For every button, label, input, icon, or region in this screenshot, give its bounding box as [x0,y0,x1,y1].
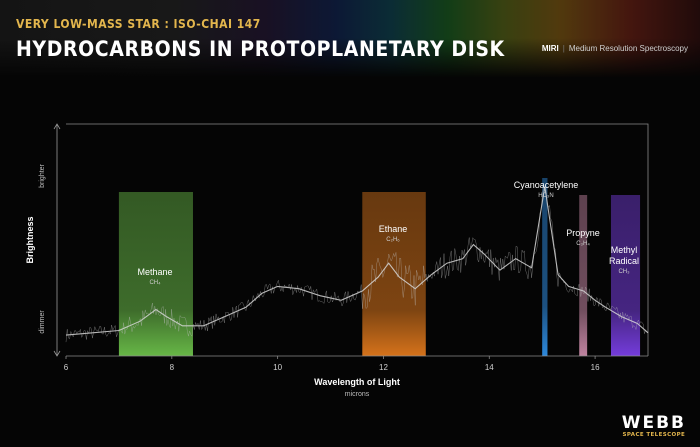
band-label-propyne: Propyne [566,228,600,238]
x-tick-label-10: 10 [273,363,282,372]
band-formula-propyne: C₃H₄ [576,241,590,247]
band-label-methyl-radical-1: Methyl [611,245,638,255]
x-tick-label-8: 8 [170,363,175,372]
band-ethane [362,192,426,356]
webb-logo: WEBB SPACE TELESCOPE [622,413,686,438]
band-formula-ethane: C₂H₆ [386,237,400,243]
band-methyl-radical [610,195,641,356]
y-axis-label: Brightness [25,216,35,263]
band-label-methane: Methane [137,267,172,277]
x-tick-label-12: 12 [379,363,388,372]
page-subtitle: VERY LOW-MASS STAR : ISO-CHAI 147 [16,17,261,31]
instrument-name: MIRI [541,44,559,53]
webb-logo-word: WEBB [621,413,686,433]
header-background [0,0,700,78]
band-formula-methane: CH₄ [149,280,161,286]
band-propyne [579,195,588,356]
band-formula-methyl-radical: CH₃ [618,269,630,275]
band-formula-cyanoacetylene: HC₃N [538,193,553,199]
spectrum-layer [65,186,649,343]
spectrum-line [65,186,649,336]
band-cyanoacetylene [542,178,548,356]
x-axis-unit: microns [345,391,370,398]
page-title: HYDROCARBONS IN PROTOPLANETARY DISK [16,37,505,61]
y-axis: brighter dimmer Brightness [25,123,61,357]
y-axis-arrowhead-down [53,350,61,357]
spectrum-noise [65,186,648,343]
y-high-label: brighter [39,163,46,187]
instrument-mode: Medium Resolution Spectroscopy [568,44,688,53]
band-label-cyanoacetylene: Cyanoacetylene [514,180,579,190]
plot-frame [66,123,649,357]
band-label-ethane: Ethane [379,224,408,234]
band-label-layer: Methane CH₄ Ethane C₂H₆ Cyanoacetylene HC₃N Pr… [137,180,639,286]
x-axis-label: Wavelength of Light [314,377,400,387]
x-tick-label-6: 6 [64,363,69,372]
x-axis: 6 8 10 12 14 16 Wavelength of Light microns [64,356,600,398]
y-axis-arrowhead-up [53,123,61,130]
webb-logo-subtitle: SPACE TELESCOPE [622,432,686,438]
band-label-methyl-radical-2: Radical [609,256,639,266]
band-layer [118,178,641,356]
x-tick-label-16: 16 [591,363,600,372]
instrument-label: MIRI | Medium Resolution Spectroscopy [542,44,688,53]
y-low-label: dimmer [39,310,46,334]
instrument-separator: | [562,44,565,53]
x-tick-label-14: 14 [485,363,494,372]
